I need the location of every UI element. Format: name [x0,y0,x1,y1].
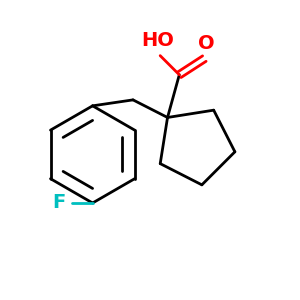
Text: F: F [53,193,66,212]
Text: O: O [198,34,215,53]
Text: HO: HO [141,31,174,50]
